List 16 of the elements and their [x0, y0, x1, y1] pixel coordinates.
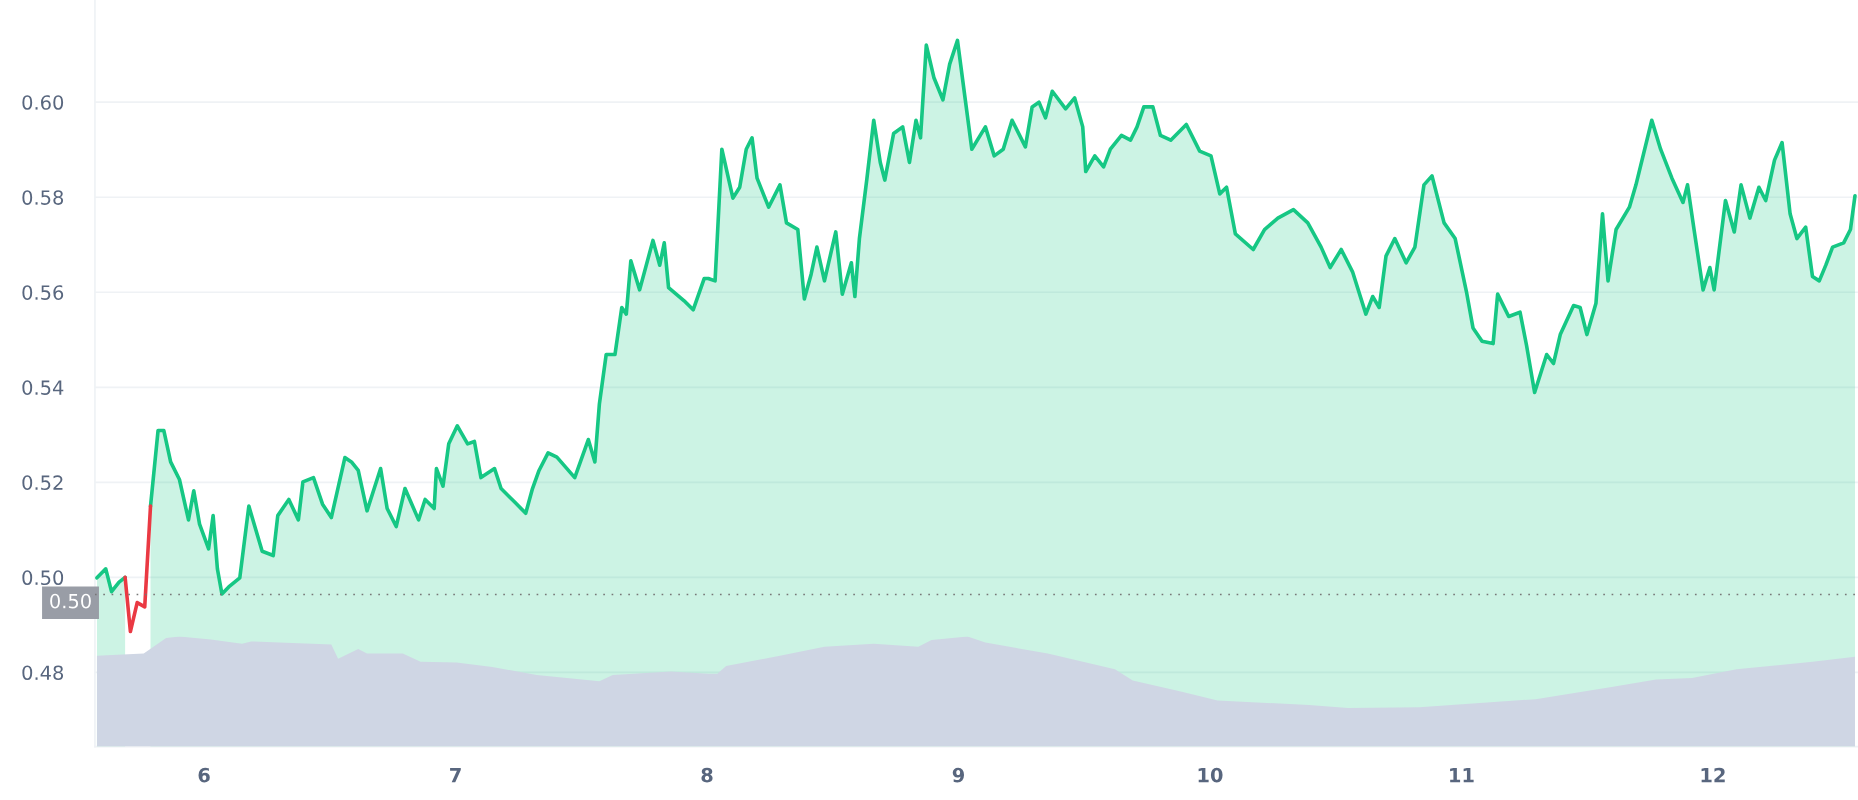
- x-tick-label: 11: [1450, 767, 1474, 783]
- x-tick-label: 9: [952, 767, 965, 783]
- y-tick-label: 0.48: [22, 665, 64, 681]
- ref-line-label: 0.50: [50, 593, 91, 609]
- x-tick-label: 12: [1701, 767, 1725, 783]
- y-tick-label: 0.56: [22, 285, 64, 300]
- x-tick-label: 8: [701, 767, 713, 783]
- y-tick-label: 0.54: [22, 380, 64, 395]
- x-tick-label: 10: [1198, 767, 1223, 783]
- line-series: [123, 504, 153, 634]
- x-tick-label: 7: [450, 767, 461, 783]
- y-tick-label: 0.60: [22, 95, 64, 110]
- x-tick-label: 6: [198, 767, 210, 783]
- y-tick-label: 0.50: [22, 570, 64, 586]
- y-tick-label: 0.52: [22, 475, 63, 491]
- y-tick-label: 0.58: [22, 190, 64, 205]
